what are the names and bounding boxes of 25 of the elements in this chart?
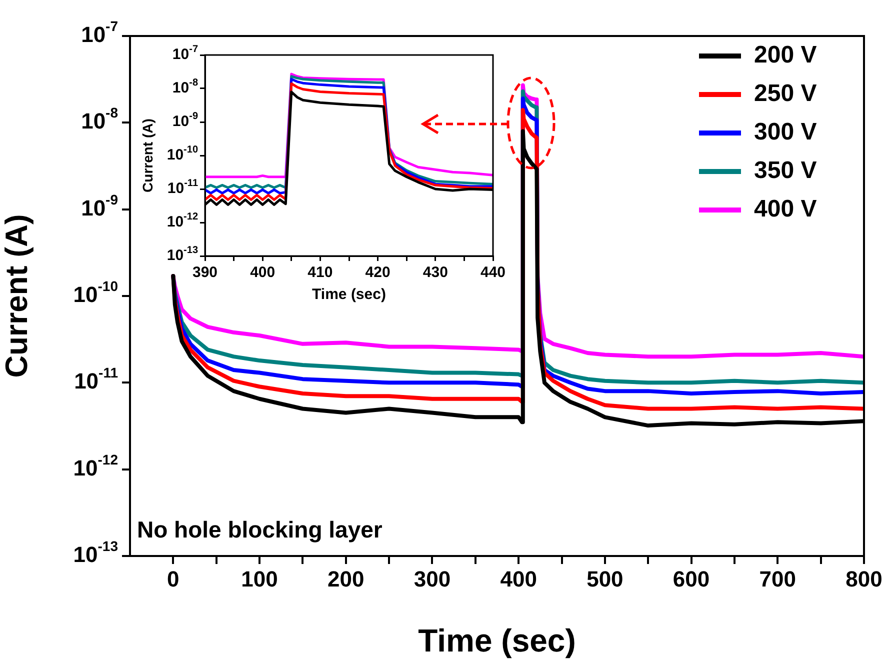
- x-tick-label: 430: [422, 264, 448, 282]
- annotation: No hole blocking layer: [137, 516, 382, 542]
- x-tick-label: 400: [250, 264, 276, 282]
- legend-label: 250 V: [754, 80, 817, 108]
- y-axis-title: Current (A): [139, 118, 156, 192]
- x-axis-title: Time (sec): [418, 622, 576, 659]
- x-tick-label: 0: [167, 566, 180, 592]
- x-tick-label: 410: [308, 264, 333, 282]
- x-tick-label: 420: [365, 264, 390, 282]
- x-tick-label: 700: [759, 566, 796, 592]
- x-tick-label: 300: [414, 566, 451, 592]
- x-tick-label: 400: [500, 566, 537, 592]
- x-tick-label: 500: [586, 566, 624, 592]
- x-tick-label: 390: [192, 264, 218, 282]
- x-tick-label: 200: [328, 566, 364, 592]
- legend-label: 400 V: [754, 196, 817, 223]
- x-tick-label: 600: [672, 566, 710, 592]
- x-tick-label: 100: [241, 566, 278, 592]
- y-axis-title: Current (A): [0, 214, 34, 378]
- legend-label: 200 V: [754, 42, 817, 69]
- legend-label: 350 V: [754, 157, 817, 184]
- x-tick-label: 440: [480, 264, 506, 282]
- x-axis-title: Time (sec): [312, 286, 386, 304]
- legend-label: 300 V: [754, 118, 817, 146]
- x-tick-label: 800: [846, 566, 882, 592]
